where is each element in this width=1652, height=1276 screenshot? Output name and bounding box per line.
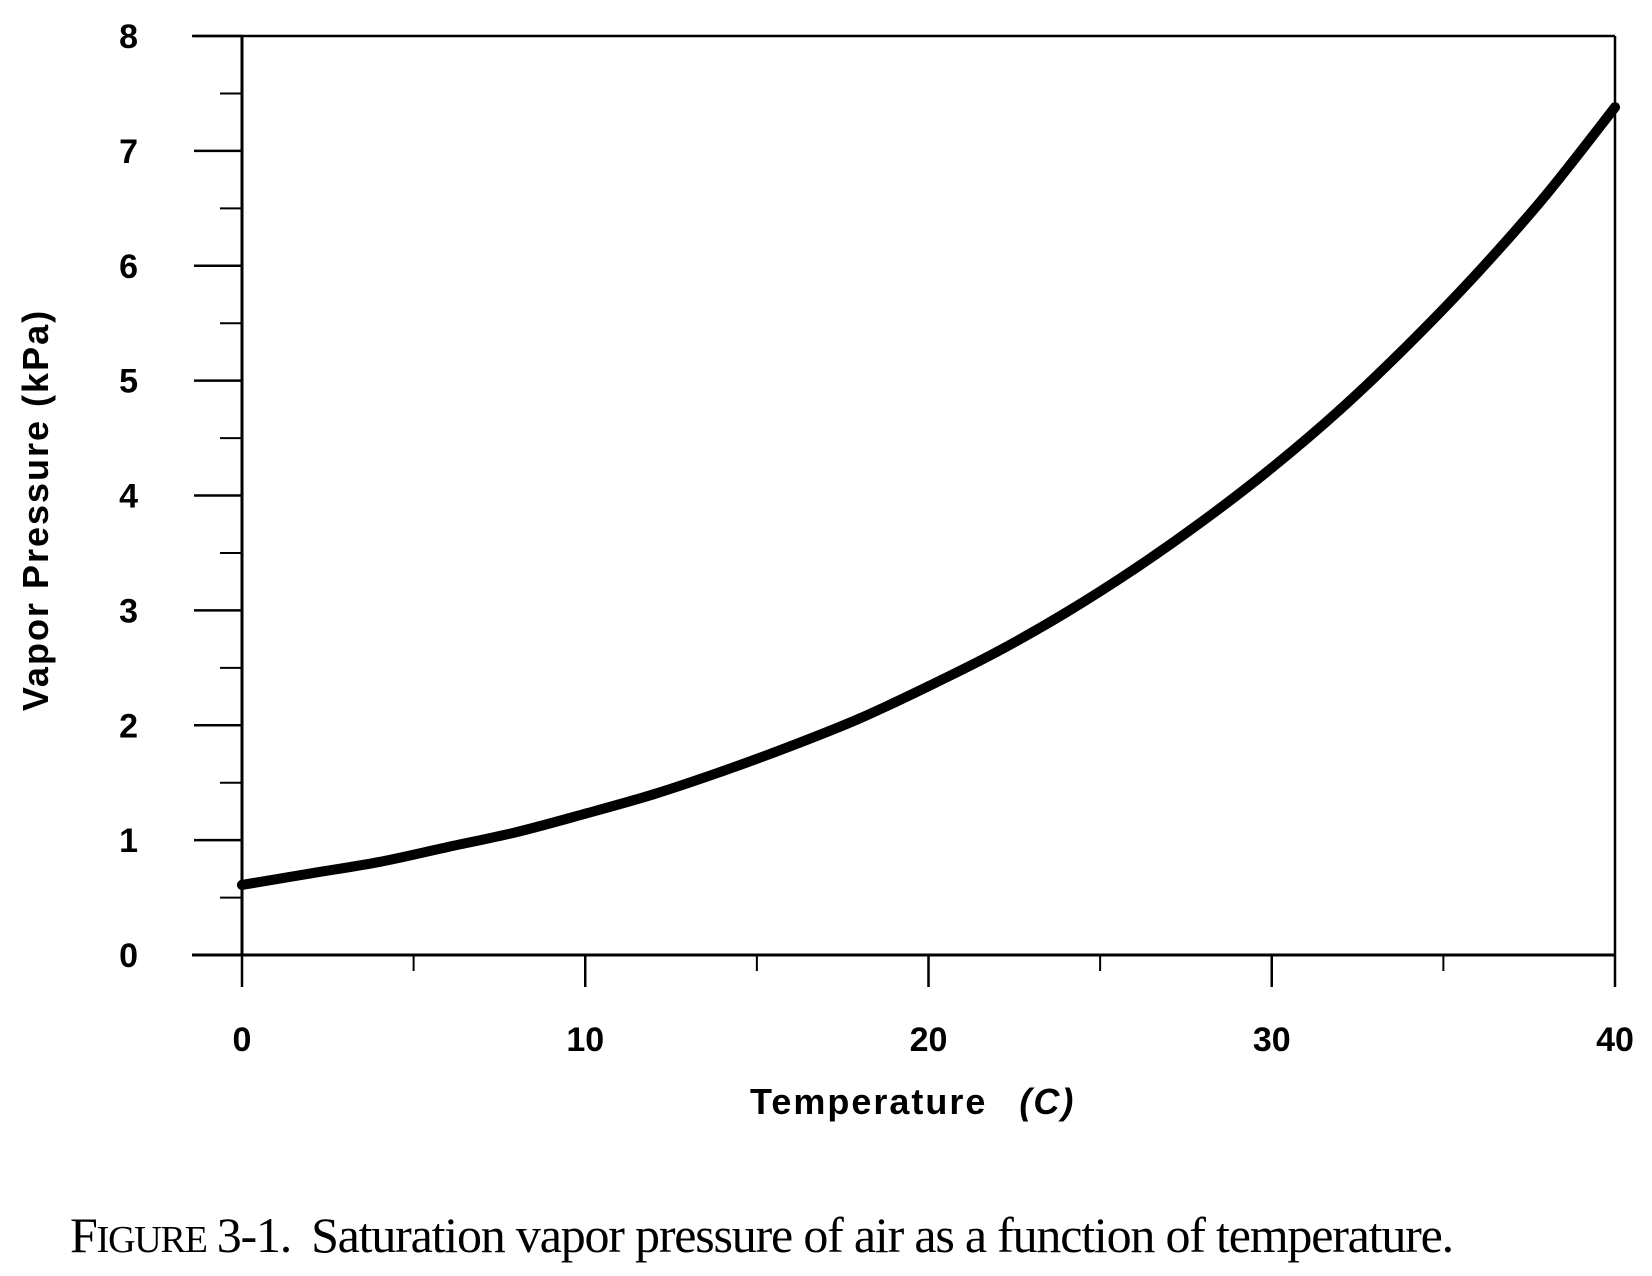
data-point-34 — [1404, 338, 1415, 349]
caption-text: Saturation vapor pressure of air as a fu… — [311, 1207, 1453, 1263]
y-tick-label-6: 6 — [119, 248, 138, 286]
data-point-36 — [1472, 267, 1483, 278]
series-layer — [237, 102, 1620, 890]
data-point-12 — [648, 789, 659, 800]
plot-frame — [192, 34, 1617, 957]
data-point-30 — [1266, 462, 1277, 473]
data-point-16 — [786, 740, 797, 751]
y-tick-label-0: 0 — [119, 937, 138, 975]
y-tick-label-2: 2 — [119, 707, 138, 745]
data-point-20 — [923, 681, 934, 692]
data-point-28 — [1198, 515, 1209, 526]
y-tick-label-7: 7 — [119, 133, 138, 171]
data-point-38 — [1541, 189, 1552, 200]
data-point-24 — [1060, 607, 1071, 618]
x-axis-title: Temperature (C) — [750, 1081, 1075, 1122]
caption-figure-label-initial: F — [70, 1207, 97, 1263]
y-axis-title: Vapor Pressure (kPa) — [15, 309, 56, 711]
y-tick-label-4: 4 — [119, 478, 138, 516]
x-tick-label-10: 10 — [566, 1021, 604, 1059]
data-point-8 — [511, 827, 522, 838]
data-point-6 — [442, 842, 453, 853]
y-tick-label-8: 8 — [119, 18, 138, 56]
y-axis-ticks: 0 1 2 3 4 5 6 7 8 — [119, 18, 242, 975]
x-tick-label-20: 20 — [910, 1021, 948, 1059]
data-point-40 — [1610, 102, 1620, 113]
x-axis-ticks: 0 10 20 30 40 — [233, 955, 1634, 1059]
x-tick-label-30: 30 — [1253, 1021, 1291, 1059]
data-point-4 — [374, 856, 385, 867]
x-axis-title-text: Temperature — [750, 1081, 987, 1122]
data-point-18 — [854, 713, 865, 724]
data-point-22 — [992, 646, 1003, 657]
x-tick-label-0: 0 — [233, 1021, 252, 1059]
series-line-0 — [237, 102, 1620, 890]
y-tick-label-1: 1 — [119, 822, 138, 860]
data-point-10 — [580, 808, 591, 819]
y-tick-label-5: 5 — [119, 363, 138, 401]
data-point-0 — [237, 879, 247, 890]
y-tick-label-3: 3 — [119, 592, 138, 630]
x-tick-label-40: 40 — [1596, 1021, 1634, 1059]
data-point-2 — [305, 868, 316, 879]
x-axis-title-unit: (C) — [1019, 1081, 1075, 1122]
data-point-32 — [1335, 404, 1346, 415]
data-point-14 — [717, 766, 728, 777]
data-point-26 — [1129, 564, 1140, 575]
figure-caption: FIGURE 3-1. Saturation vapor pressure of a… — [70, 1207, 1453, 1263]
caption-figure-number: 3-1. — [217, 1207, 291, 1263]
caption-figure-label-smallcaps: IGURE — [97, 1219, 207, 1261]
